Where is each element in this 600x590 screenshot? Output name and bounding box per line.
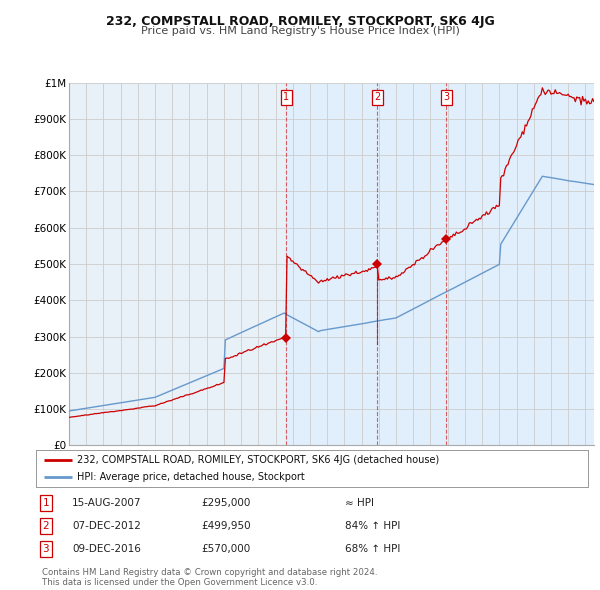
Text: 1: 1 xyxy=(43,499,49,508)
Text: 15-AUG-2007: 15-AUG-2007 xyxy=(72,499,142,508)
Text: 232, COMPSTALL ROAD, ROMILEY, STOCKPORT, SK6 4JG (detached house): 232, COMPSTALL ROAD, ROMILEY, STOCKPORT,… xyxy=(77,455,440,465)
Text: 2: 2 xyxy=(374,92,380,102)
Text: 09-DEC-2016: 09-DEC-2016 xyxy=(72,544,141,554)
Text: 3: 3 xyxy=(43,544,49,554)
Text: 2: 2 xyxy=(43,520,49,530)
Text: £570,000: £570,000 xyxy=(202,544,251,554)
Text: HPI: Average price, detached house, Stockport: HPI: Average price, detached house, Stoc… xyxy=(77,473,305,483)
Text: 3: 3 xyxy=(443,92,449,102)
Text: £295,000: £295,000 xyxy=(202,499,251,508)
Text: 84% ↑ HPI: 84% ↑ HPI xyxy=(345,520,400,530)
Text: 232, COMPSTALL ROAD, ROMILEY, STOCKPORT, SK6 4JG: 232, COMPSTALL ROAD, ROMILEY, STOCKPORT,… xyxy=(106,15,494,28)
Text: Price paid vs. HM Land Registry's House Price Index (HPI): Price paid vs. HM Land Registry's House … xyxy=(140,26,460,36)
Bar xyxy=(286,83,600,445)
Text: 68% ↑ HPI: 68% ↑ HPI xyxy=(345,544,400,554)
Text: £499,950: £499,950 xyxy=(202,520,251,530)
Text: 07-DEC-2012: 07-DEC-2012 xyxy=(72,520,141,530)
Text: Contains HM Land Registry data © Crown copyright and database right 2024.
This d: Contains HM Land Registry data © Crown c… xyxy=(42,568,377,587)
Text: ≈ HPI: ≈ HPI xyxy=(345,499,374,508)
Text: 1: 1 xyxy=(283,92,289,102)
